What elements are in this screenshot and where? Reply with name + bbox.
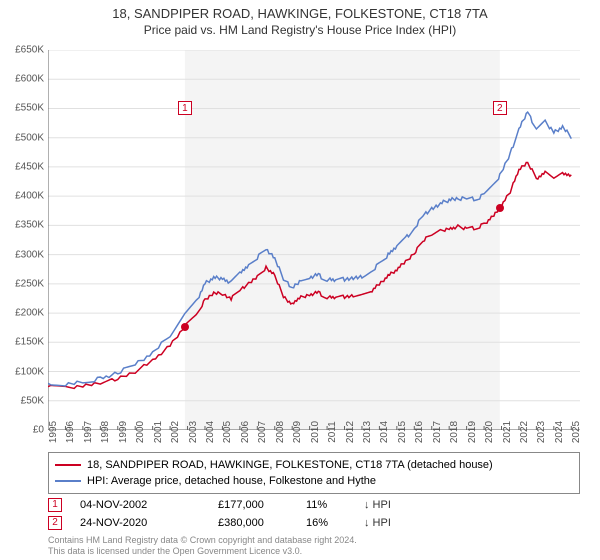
x-axis-tick-label: 2010 <box>310 421 321 443</box>
chart-annotation-dot <box>496 204 504 212</box>
transaction-row: 1 04-NOV-2002 £177,000 11% ↓ HPI <box>48 496 580 514</box>
legend-label: HPI: Average price, detached house, Folk… <box>87 473 376 489</box>
y-axis-tick-label: £100K <box>4 366 44 377</box>
x-axis-tick-label: 2006 <box>240 421 251 443</box>
x-axis-tick-label: 2003 <box>188 421 199 443</box>
x-axis-tick-label: 2024 <box>554 421 565 443</box>
x-axis-tick-label: 2017 <box>432 421 443 443</box>
x-axis-tick-label: 2016 <box>414 421 425 443</box>
x-axis-tick-label: 2015 <box>397 421 408 443</box>
y-axis-tick-label: £150K <box>4 337 44 348</box>
x-axis-tick-label: 2008 <box>275 421 286 443</box>
title-block: 18, SANDPIPER ROAD, HAWKINGE, FOLKESTONE… <box>0 0 600 39</box>
footer-line-1: Contains HM Land Registry data © Crown c… <box>48 535 357 546</box>
page-title: 18, SANDPIPER ROAD, HAWKINGE, FOLKESTONE… <box>0 6 600 21</box>
x-axis-tick-label: 2022 <box>519 421 530 443</box>
legend-swatch <box>55 480 81 482</box>
price-chart: £0£50K£100K£150K£200K£250K£300K£350K£400… <box>48 50 580 430</box>
legend-item: 18, SANDPIPER ROAD, HAWKINGE, FOLKESTONE… <box>55 457 573 473</box>
legend-item: HPI: Average price, detached house, Folk… <box>55 473 573 489</box>
x-axis-tick-label: 1995 <box>48 421 59 443</box>
y-axis-tick-label: £50K <box>4 395 44 406</box>
legend-label: 18, SANDPIPER ROAD, HAWKINGE, FOLKESTONE… <box>87 457 493 473</box>
x-axis-tick-label: 2019 <box>467 421 478 443</box>
footer-line-2: This data is licensed under the Open Gov… <box>48 546 357 557</box>
x-axis-tick-label: 1997 <box>83 421 94 443</box>
x-axis-tick-label: 2004 <box>205 421 216 443</box>
chart-container: 18, SANDPIPER ROAD, HAWKINGE, FOLKESTONE… <box>0 0 600 560</box>
legend: 18, SANDPIPER ROAD, HAWKINGE, FOLKESTONE… <box>48 452 580 494</box>
transaction-date: 24-NOV-2020 <box>80 514 200 532</box>
x-axis-tick-label: 2009 <box>292 421 303 443</box>
y-axis-tick-label: £0 <box>4 425 44 436</box>
chart-annotation-marker: 2 <box>493 101 507 115</box>
chart-annotation-dot <box>181 323 189 331</box>
transaction-row: 2 24-NOV-2020 £380,000 16% ↓ HPI <box>48 514 580 532</box>
transaction-price: £380,000 <box>218 514 288 532</box>
x-axis-tick-label: 2001 <box>153 421 164 443</box>
x-axis-tick-label: 2018 <box>449 421 460 443</box>
x-axis-tick-label: 2007 <box>257 421 268 443</box>
y-axis-tick-label: £400K <box>4 191 44 202</box>
x-axis-tick-label: 1996 <box>65 421 76 443</box>
x-axis-tick-label: 1999 <box>118 421 129 443</box>
legend-swatch <box>55 464 81 466</box>
x-axis-tick-label: 2020 <box>484 421 495 443</box>
y-axis-tick-label: £650K <box>4 45 44 56</box>
transaction-vs-hpi: ↓ HPI <box>364 496 404 514</box>
transaction-table: 1 04-NOV-2002 £177,000 11% ↓ HPI 2 24-NOV-2020… <box>48 496 580 532</box>
y-axis-tick-label: £600K <box>4 74 44 85</box>
y-axis-tick-label: £550K <box>4 103 44 114</box>
transaction-date: 04-NOV-2002 <box>80 496 200 514</box>
transaction-price: £177,000 <box>218 496 288 514</box>
x-axis-tick-label: 2002 <box>170 421 181 443</box>
x-axis-tick-label: 2011 <box>327 421 338 443</box>
y-axis-tick-label: £500K <box>4 132 44 143</box>
chart-annotation-marker: 1 <box>178 101 192 115</box>
x-axis-tick-label: 2012 <box>345 421 356 443</box>
transaction-pct: 11% <box>306 496 346 514</box>
transaction-pct: 16% <box>306 514 346 532</box>
x-axis-tick-label: 1998 <box>100 421 111 443</box>
x-axis-tick-label: 2021 <box>502 421 513 443</box>
y-axis-tick-label: £250K <box>4 278 44 289</box>
transaction-marker: 1 <box>48 498 62 512</box>
x-axis-tick-label: 2013 <box>362 421 373 443</box>
page-subtitle: Price paid vs. HM Land Registry's House … <box>0 23 600 37</box>
y-axis-tick-label: £350K <box>4 220 44 231</box>
transaction-vs-hpi: ↓ HPI <box>364 514 404 532</box>
y-axis-tick-label: £300K <box>4 249 44 260</box>
y-axis-tick-label: £200K <box>4 308 44 319</box>
x-axis-tick-label: 2023 <box>536 421 547 443</box>
transaction-marker: 2 <box>48 516 62 530</box>
y-axis-tick-label: £450K <box>4 161 44 172</box>
x-axis-tick-label: 2025 <box>571 421 582 443</box>
x-axis-tick-label: 2000 <box>135 421 146 443</box>
footer: Contains HM Land Registry data © Crown c… <box>48 535 357 557</box>
x-axis-tick-label: 2005 <box>222 421 233 443</box>
x-axis-tick-label: 2014 <box>379 421 390 443</box>
